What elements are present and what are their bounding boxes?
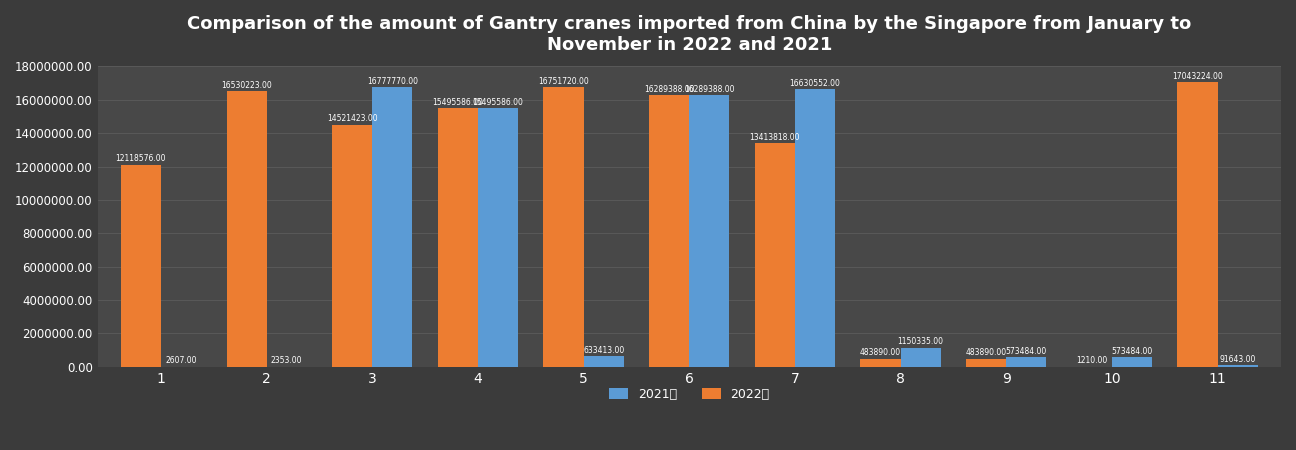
Text: 91643.00: 91643.00 [1220, 355, 1256, 364]
Bar [1218, 365, 1257, 367]
Title: Comparison of the amount of Gantry cranes imported from China by the Singapore f: Comparison of the amount of Gantry crane… [187, 15, 1191, 54]
Bar [649, 95, 689, 367]
Text: 13413818.00: 13413818.00 [749, 133, 800, 142]
Text: 16777770.00: 16777770.00 [367, 76, 417, 86]
Bar [583, 356, 623, 367]
Bar [901, 347, 941, 367]
Text: 633413.00: 633413.00 [583, 346, 625, 355]
Bar [754, 143, 794, 367]
Bar [1112, 357, 1152, 367]
Bar [861, 359, 901, 367]
Text: 16630552.00: 16630552.00 [789, 79, 841, 88]
Bar [543, 87, 583, 367]
Bar [966, 359, 1006, 367]
Text: 1150335.00: 1150335.00 [898, 337, 943, 346]
Text: 1210.00: 1210.00 [1076, 356, 1108, 365]
Text: 2353.00: 2353.00 [271, 356, 302, 365]
Text: 2607.00: 2607.00 [166, 356, 197, 365]
Text: 573484.00: 573484.00 [1112, 347, 1152, 356]
Text: 483890.00: 483890.00 [861, 348, 901, 357]
Bar [332, 125, 372, 367]
Bar [1178, 82, 1218, 367]
Bar [794, 89, 835, 367]
Legend: 2021年, 2022年: 2021年, 2022年 [604, 382, 775, 405]
Text: 16289388.00: 16289388.00 [684, 85, 735, 94]
Text: 483890.00: 483890.00 [966, 348, 1007, 357]
Bar [478, 108, 518, 367]
Bar [1006, 357, 1046, 367]
Bar [121, 165, 161, 367]
Text: 14521423.00: 14521423.00 [327, 114, 377, 123]
Bar [372, 87, 412, 367]
Text: 12118576.00: 12118576.00 [115, 154, 166, 163]
Bar [689, 95, 730, 367]
Bar [438, 108, 478, 367]
Text: 15495586.00: 15495586.00 [433, 98, 483, 107]
Text: 16289388.00: 16289388.00 [644, 85, 695, 94]
Text: 16751720.00: 16751720.00 [538, 77, 588, 86]
Bar [227, 91, 267, 367]
Text: 17043224.00: 17043224.00 [1172, 72, 1223, 81]
Text: 16530223.00: 16530223.00 [222, 81, 272, 90]
Text: 573484.00: 573484.00 [1006, 347, 1047, 356]
Text: 15495586.00: 15495586.00 [473, 98, 524, 107]
